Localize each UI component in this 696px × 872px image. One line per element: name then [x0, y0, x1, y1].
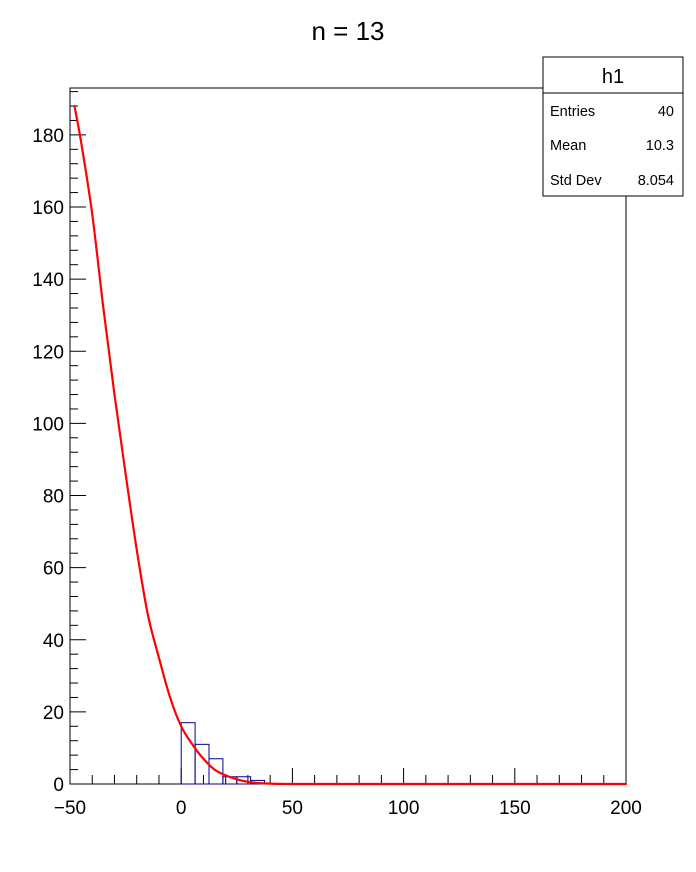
- stats-mean-label: Mean: [550, 138, 586, 154]
- y-tick-label: 20: [43, 703, 64, 724]
- stats-box-title: h1: [602, 66, 624, 88]
- histogram-bar: [208, 758, 224, 785]
- y-tick-label: 0: [53, 775, 64, 796]
- stats-stddev-value: 8.054: [638, 173, 674, 189]
- x-tick-label: 100: [388, 798, 420, 819]
- stats-entries-label: Entries: [550, 104, 595, 120]
- x-tick-label: −50: [54, 798, 86, 819]
- y-tick-label: 80: [43, 487, 64, 508]
- stats-mean-value: 10.3: [646, 138, 674, 154]
- y-tick-label: 60: [43, 559, 64, 580]
- y-tick-label: 140: [32, 270, 64, 291]
- y-tick-label: 40: [43, 631, 64, 652]
- chart-title: n = 13: [311, 16, 384, 46]
- fit-curve-group: [73, 104, 628, 786]
- stats-stddev-label: Std Dev: [550, 173, 602, 189]
- stats-box: h1 Entries 40 Mean 10.3 Std Dev 8.054: [542, 56, 684, 197]
- x-tick-label: 50: [282, 798, 303, 819]
- x-tick-label: 200: [610, 798, 642, 819]
- x-tick-label: 0: [176, 798, 187, 819]
- x-tick-label: 150: [499, 798, 531, 819]
- y-tick-label: 160: [32, 198, 64, 219]
- y-tick-label: 180: [32, 126, 64, 147]
- y-tick-label: 100: [32, 414, 64, 435]
- y-tick-label: 120: [32, 342, 64, 363]
- x-axis: −50 0 50 100 150 200: [54, 768, 642, 819]
- fit-curve: [73, 104, 628, 786]
- stats-box-frame: [542, 56, 684, 197]
- stats-entries-value: 40: [658, 104, 674, 120]
- y-axis: 0 20 40 60 80 100 120 140 160 180: [32, 91, 86, 796]
